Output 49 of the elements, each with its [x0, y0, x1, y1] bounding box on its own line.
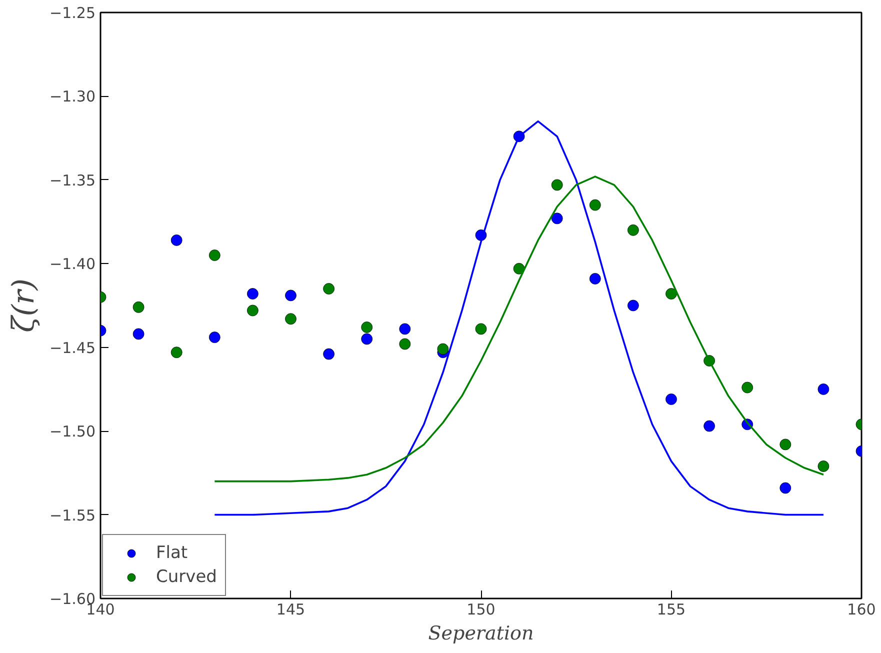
y-axis-title: ζ(r)	[6, 278, 42, 333]
y-tick-label: −1.40	[50, 255, 96, 274]
point	[361, 333, 373, 345]
point	[780, 482, 792, 494]
point	[513, 262, 525, 274]
legend-label: Curved	[156, 567, 217, 587]
point	[551, 179, 563, 191]
point	[818, 460, 830, 472]
point	[361, 322, 373, 333]
line-series	[214, 120, 824, 516]
point	[399, 338, 411, 350]
point	[247, 304, 258, 316]
point	[247, 288, 258, 300]
y-tick-label: −1.30	[50, 88, 96, 106]
y-tick-label: −1.45	[50, 338, 96, 357]
legend-label: Flat	[156, 543, 188, 563]
point	[323, 348, 334, 360]
point	[208, 332, 220, 343]
point	[475, 323, 487, 335]
y-tick-label: −1.25	[50, 4, 96, 22]
point	[628, 224, 639, 236]
point	[437, 343, 449, 355]
point	[818, 384, 830, 395]
x-tick-label: 150	[466, 600, 496, 618]
point	[170, 234, 182, 246]
point	[170, 346, 182, 358]
point	[742, 382, 754, 394]
point	[399, 323, 411, 335]
point	[132, 301, 144, 313]
point	[589, 199, 601, 211]
point	[208, 250, 220, 261]
point	[132, 328, 144, 340]
y-tick-label: −1.55	[50, 506, 96, 524]
y-tick-label: −1.35	[50, 171, 96, 190]
point	[704, 420, 715, 432]
point	[323, 283, 334, 294]
y-tick-label: −1.50	[50, 422, 96, 441]
point	[589, 273, 601, 284]
point	[666, 288, 677, 300]
point	[285, 290, 296, 302]
x-tick-label: 155	[656, 600, 686, 618]
point	[551, 212, 563, 224]
point	[628, 300, 639, 312]
x-tick-label: 160	[847, 600, 876, 618]
x-axis-title: Seperation	[428, 622, 534, 644]
point	[666, 394, 677, 405]
point	[780, 438, 792, 450]
x-tick-label: 145	[276, 600, 306, 618]
point	[285, 313, 296, 325]
